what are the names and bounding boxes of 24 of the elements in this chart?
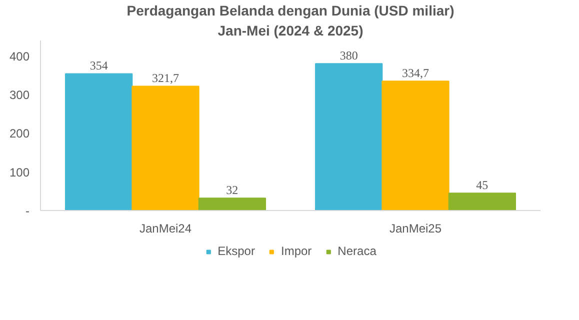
bar <box>382 80 450 210</box>
y-tick-label: 100 <box>9 165 30 180</box>
chart-subtitle: Jan-Mei (2024 & 2025) <box>218 22 364 38</box>
x-tick-label: JanMei25 <box>389 222 442 236</box>
y-tick-label: 200 <box>9 126 30 141</box>
data-label: 334,7 <box>402 66 429 80</box>
bar <box>132 86 200 210</box>
legend-label: Ekspor <box>218 244 255 258</box>
legend-label: Impor <box>280 244 312 258</box>
data-label: 380 <box>340 48 358 63</box>
x-tick-label: JanMei24 <box>139 222 192 236</box>
legend-label: Neraca <box>338 244 376 258</box>
bar <box>448 192 516 210</box>
y-tick-label: 400 <box>9 49 30 64</box>
chart-title: Perdagangan Belanda dengan Dunia (USD miliar) <box>126 2 454 18</box>
data-label: 354 <box>90 58 108 73</box>
bar <box>315 63 383 210</box>
bar <box>65 73 133 210</box>
y-tick-label: - <box>26 204 30 218</box>
data-label: 321,7 <box>152 71 179 86</box>
data-label: 32 <box>226 183 238 198</box>
bar <box>198 198 266 210</box>
y-tick-label: 300 <box>9 88 30 102</box>
data-label: 45 <box>476 178 488 192</box>
